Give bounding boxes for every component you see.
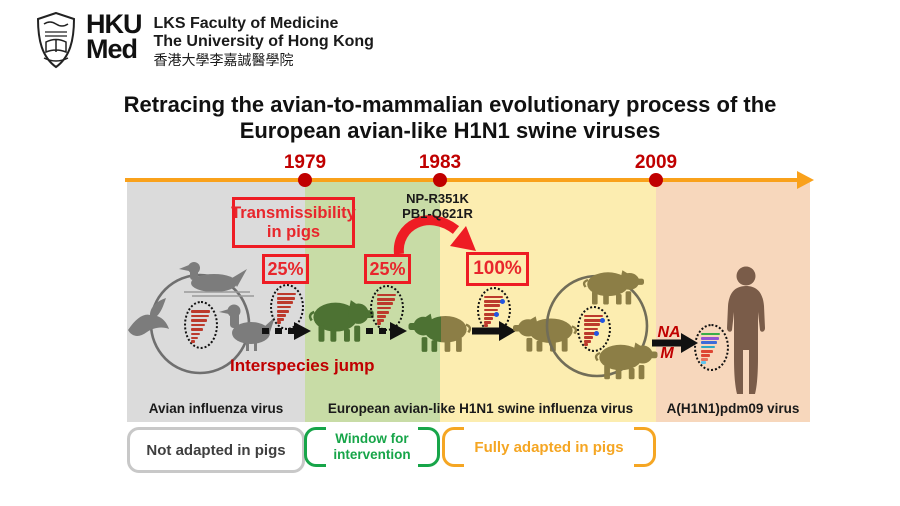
pct-avian-box: 25% [262,254,309,284]
window-line1: Window for [335,431,409,446]
window-line2: intervention [333,447,411,462]
bracket-right-icon [418,427,440,467]
page-title: Retracing the avian-to-mammalian evoluti… [0,92,900,144]
year-1983: 1983 [418,152,462,173]
faculty-line1: LKS Faculty of Medicine [153,15,339,32]
fully-adapted-bracket: Fully adapted in pigs [442,427,656,467]
timeline-dot-2009 [649,173,663,187]
caption-pdm09-virus: A(H1N1)pdm09 virus [666,401,800,416]
caption-avian-virus: Avian influenza virus [148,401,284,416]
logo-med: Med [86,34,138,64]
virus-genome-icon-pdm09 [694,324,729,371]
mutation-np: NP-R351K [406,191,469,206]
timeline-arrowhead-icon [797,171,814,189]
not-adapted-label: Not adapted in pigs [146,441,286,459]
virus-genome-icon-swine-1 [370,285,404,331]
title-line2: European avian-like H1N1 swine viruses [239,118,661,143]
virus-genome-icon-mutated-2 [577,306,611,352]
mutation-labels: NP-R351K PB1-Q621R [380,191,495,221]
pct-window-box: 25% [364,254,411,284]
virus-genome-icon-avian-1 [184,301,218,349]
faculty-name: LKS Faculty of Medicine The University o… [154,12,374,69]
m-gene-label: M [660,345,674,362]
mutation-pb1: PB1-Q621R [402,206,473,221]
title-line1: Retracing the avian-to-mammalian evoluti… [123,92,777,117]
hku-med-logo: HKU Med LKS Faculty of Medicine The Univ… [36,9,374,70]
caption-swine-virus: European avian-like H1N1 swine influenza… [327,401,634,416]
bracket-right-icon [634,427,656,467]
timeline-axis [125,178,799,182]
year-1979: 1979 [283,152,327,173]
window-intervention-label: Window for intervention [333,431,410,463]
timeline-dot-1983 [433,173,447,187]
pct-full-box: 100% [466,252,529,286]
faculty-line3: 香港大學李嘉誠醫學院 [153,52,294,68]
year-2009: 2009 [634,152,678,173]
logo-wordmark: HKU Med [86,9,142,64]
transmissibility-line2: in pigs [266,222,321,241]
not-adapted-box: Not adapted in pigs [127,427,305,473]
bracket-left-icon [304,427,326,467]
logo-hku: HKU [86,9,142,39]
interspecies-jump-label: Interspecies jump [230,356,375,375]
zone-human [656,182,810,422]
crest-icon [36,12,76,69]
virus-genome-icon-mutated-1 [477,287,511,333]
transmissibility-line1: Transmissibility [231,203,356,222]
na-gene-label: NA [657,324,681,341]
transmissibility-box: Transmissibility in pigs [231,197,356,248]
window-intervention-bracket: Window for intervention [304,427,440,467]
faculty-line2: The University of Hong Kong [153,33,374,50]
bracket-left-icon [442,427,464,467]
virus-genome-icon-avian-2 [270,284,304,330]
timeline-dot-1979 [298,173,312,187]
fully-adapted-label: Fully adapted in pigs [474,438,624,456]
